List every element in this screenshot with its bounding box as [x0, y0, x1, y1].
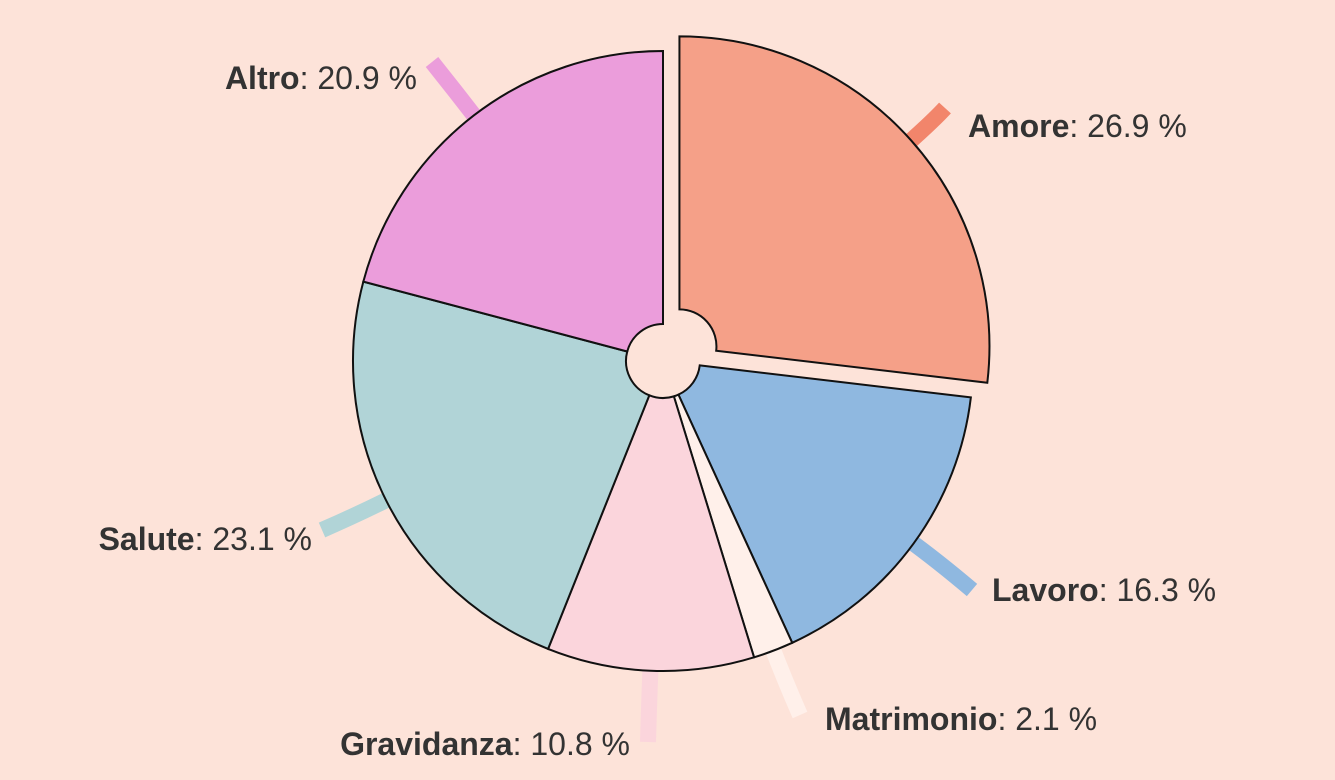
leader-line-altro	[425, 57, 486, 127]
leader-line-gravidanza	[640, 662, 659, 743]
slice-label-gravidanza: Gravidanza: 10.8 %	[340, 726, 630, 762]
pie-slice-altro	[362, 49, 664, 353]
pie-slice-gravidanza	[546, 394, 756, 672]
leader-line-lavoro	[902, 532, 978, 597]
leader-line-salute	[318, 489, 397, 538]
slice-label-value: : 16.3 %	[1099, 572, 1216, 608]
slice-label-value: : 10.8 %	[513, 726, 630, 762]
slice-label-name: Amore	[968, 108, 1069, 144]
slice-label-salute: Salute: 23.1 %	[99, 521, 312, 557]
pie-slice-salute	[352, 280, 651, 651]
slice-label-name: Lavoro	[992, 572, 1099, 608]
slice-label-value: : 20.9 %	[300, 60, 417, 96]
leader-line-matrimonio	[763, 640, 808, 719]
slice-label-name: Salute	[99, 521, 195, 557]
slice-label-altro: Altro: 20.9 %	[225, 60, 417, 96]
slice-labels: Amore: 26.9 %Lavoro: 16.3 %Matrimonio: 2…	[99, 60, 1217, 762]
slice-label-name: Altro	[225, 60, 300, 96]
pie-slice-lavoro	[677, 364, 972, 645]
slice-label-value: : 2.1 %	[997, 701, 1097, 737]
slice-label-amore: Amore: 26.9 %	[968, 108, 1187, 144]
slice-label-lavoro: Lavoro: 16.3 %	[992, 572, 1216, 608]
slice-label-name: Gravidanza	[340, 726, 513, 762]
slice-label-name: Matrimonio	[825, 701, 997, 737]
slice-label-matrimonio: Matrimonio: 2.1 %	[825, 701, 1097, 737]
pie-slices	[352, 35, 991, 672]
slice-label-value: : 23.1 %	[195, 521, 312, 557]
slice-label-value: : 26.9 %	[1069, 108, 1186, 144]
pie-slice-amore	[678, 35, 991, 384]
